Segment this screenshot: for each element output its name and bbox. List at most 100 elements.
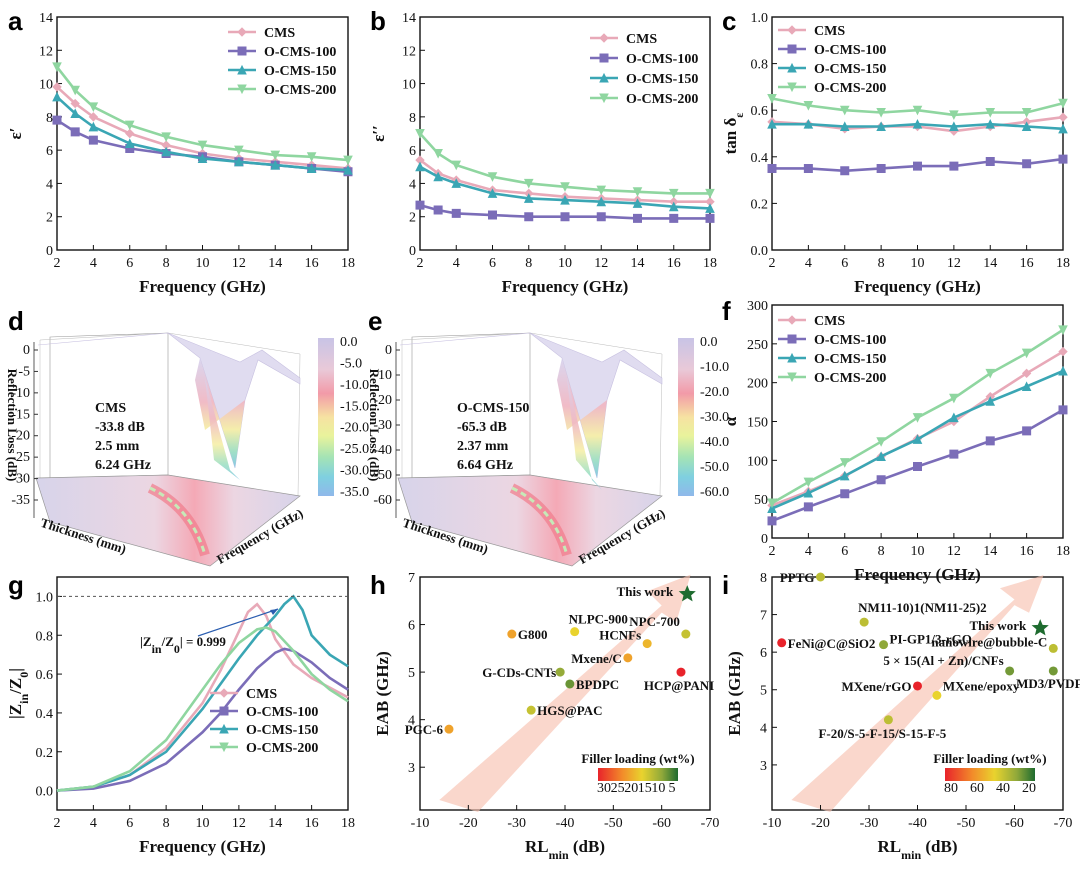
impedance-annotation: |Zin/Z0| = 0.999 <box>140 634 226 656</box>
scatter-point-label: BPDPC <box>576 677 619 692</box>
z-tick-label: -10 <box>11 386 30 401</box>
x-axis-label-part: min <box>901 848 921 862</box>
colorbar-label: -60.0 <box>700 485 729 500</box>
peak-annotation-line: -33.8 dB <box>95 420 145 435</box>
legend-label: O-CMS-100 <box>246 705 318 720</box>
data-point <box>70 85 80 96</box>
legend-label: O-CMS-150 <box>814 352 886 367</box>
scatter-point-label: FeNi@C@SiO2 <box>788 636 876 651</box>
data-point <box>1058 405 1068 415</box>
colorbar-tick: 20 <box>624 781 638 796</box>
x-tick-label: 8 <box>878 544 885 559</box>
y-tick-label: 0.4 <box>751 151 769 166</box>
data-point <box>767 498 777 509</box>
data-point <box>1058 123 1068 134</box>
y-tick-label: 5 <box>408 666 415 681</box>
x-tick-label: 16 <box>305 256 319 271</box>
z-tick-label: -40 <box>373 443 392 458</box>
data-point <box>524 212 534 222</box>
data-point <box>803 477 814 488</box>
data-point <box>415 129 425 139</box>
data-point <box>803 502 813 512</box>
data-point <box>985 368 996 379</box>
x-tick-label: -50 <box>604 816 623 831</box>
data-point <box>88 121 99 132</box>
z-axis-label: Reflection Loss (dB) <box>5 369 20 482</box>
data-point <box>596 185 607 196</box>
x-axis-label-part: min <box>549 848 569 862</box>
z-tick-label: -35 <box>11 493 30 508</box>
rl-surface-valley <box>205 378 240 480</box>
legend-label: O-CMS-100 <box>264 45 336 60</box>
panel-label-c: c <box>722 6 736 36</box>
data-point <box>1021 108 1032 118</box>
z-tick-label: -50 <box>373 468 392 483</box>
y-tick-label: 0.6 <box>751 104 769 119</box>
data-point <box>234 145 244 156</box>
y-tick-label: 0 <box>409 244 416 259</box>
data-point <box>1058 365 1068 376</box>
scatter-point <box>676 667 686 677</box>
x-tick-label: 16 <box>1020 544 1034 559</box>
data-point <box>487 172 498 182</box>
data-point <box>124 138 135 148</box>
series-line-O-CMS-150 <box>419 165 711 210</box>
series-line-CMS <box>419 159 710 203</box>
panel-label-a: a <box>8 6 23 36</box>
y-axis-label: ε′′ <box>369 125 388 142</box>
x-tick-label: 16 <box>667 256 681 271</box>
scatter-point <box>913 681 922 691</box>
data-point <box>433 205 443 215</box>
y-axis-label-part: | <box>6 668 25 672</box>
legend-label: O-CMS-200 <box>626 92 698 107</box>
y-tick-label: 0.4 <box>36 707 54 722</box>
legend-marker <box>787 334 797 344</box>
scatter-point <box>1048 666 1058 676</box>
z-tick-label: -15 <box>11 407 30 422</box>
y-tick-label: 2 <box>46 211 53 226</box>
rl-surface-dip <box>557 358 607 478</box>
x-tick-label: 14 <box>983 544 997 559</box>
x-tick-label: -30 <box>507 816 526 831</box>
peak-annotation-line: 2.5 mm <box>95 439 140 454</box>
data-point <box>876 475 886 485</box>
legend-label: O-CMS-200 <box>246 741 318 756</box>
data-point <box>632 198 643 208</box>
series-line-O-CMS-200 <box>55 66 349 162</box>
data-point <box>803 119 814 129</box>
data-point <box>596 212 606 222</box>
data-point <box>985 156 995 166</box>
colorbar-label: -40.0 <box>700 435 729 450</box>
scatter-point <box>1005 666 1015 676</box>
this-work-label: This work <box>969 618 1026 633</box>
colorbar-tick: 30 <box>597 781 611 796</box>
y-tick-label: 0.6 <box>36 668 54 683</box>
data-point <box>839 470 850 481</box>
scatter-point <box>777 638 787 648</box>
x-tick-label: 4 <box>90 256 97 271</box>
scatter-point-label: Mxene/C <box>571 651 622 666</box>
data-point <box>985 108 996 118</box>
x-tick-label: 12 <box>594 256 608 271</box>
y-tick-label: 0.0 <box>36 785 54 800</box>
scatter-point-label: F-20/S-5-F-15/S-15-F-5 <box>818 726 946 741</box>
scatter-point-label: PI-GP1/3-rGO <box>890 632 972 647</box>
legend-label: O-CMS-150 <box>246 723 318 738</box>
legend-label: O-CMS-150 <box>626 72 698 87</box>
y-axis-label-part: |Z <box>6 704 25 719</box>
x-tick-label: 6 <box>126 816 133 831</box>
colorbar-tick: 40 <box>996 781 1010 796</box>
y-axis-label-part: in <box>17 694 31 704</box>
x-tick-label: 2 <box>417 256 424 271</box>
data-point <box>415 200 425 210</box>
legend-label: CMS <box>814 314 845 329</box>
data-point <box>88 135 98 145</box>
series-line-O-CMS-200 <box>56 626 349 792</box>
legend-label: O-CMS-100 <box>626 52 698 67</box>
panel-i: -10 -20 -30 -40 -50 -60 -70 3 4 5 6 7 8 RLmin (dB) EAB… <box>725 570 1080 862</box>
scatter-point-label: MD3/PVDF <box>1016 676 1080 691</box>
x-tick-label: -60 <box>1005 816 1024 831</box>
data-point <box>912 119 923 129</box>
z-tick-label: 0 <box>385 343 392 358</box>
colorbar-label: -30.0 <box>700 410 729 425</box>
